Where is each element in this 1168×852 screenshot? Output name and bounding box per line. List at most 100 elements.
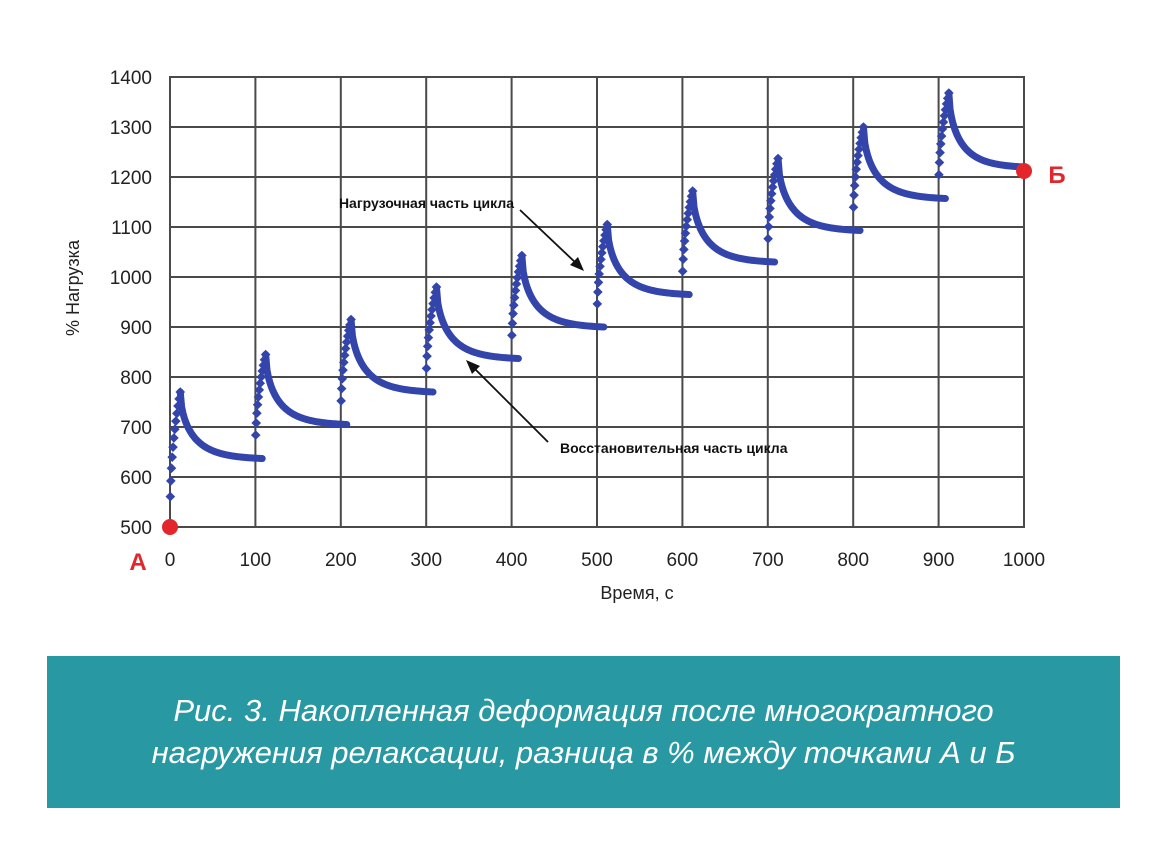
loading-point xyxy=(934,169,944,180)
loading-point xyxy=(340,343,351,354)
loading-point xyxy=(935,139,946,149)
loading-point xyxy=(763,233,773,244)
relaxation-curve xyxy=(432,283,522,362)
loading-point xyxy=(592,299,603,309)
loading-point xyxy=(511,279,522,289)
x-tick-label: 300 xyxy=(410,550,442,571)
y-tick-label: 800 xyxy=(120,368,152,389)
x-tick-label: 800 xyxy=(837,550,869,571)
loading-point xyxy=(167,452,178,462)
loading-point xyxy=(594,269,605,279)
caption-line-1: Рис. 3. Накопленная деформация после мно… xyxy=(173,693,994,728)
loading-point xyxy=(593,277,604,288)
loading-point xyxy=(166,463,177,474)
loading-point xyxy=(935,147,945,158)
loading-point xyxy=(507,330,517,341)
loading-point xyxy=(679,236,690,246)
loading-point xyxy=(336,396,346,406)
loading-point xyxy=(849,190,859,200)
loading-point xyxy=(423,332,434,343)
loading-point xyxy=(679,244,689,255)
loading-point xyxy=(338,365,348,375)
y-tick-label: 1300 xyxy=(110,118,152,139)
loading-point xyxy=(421,363,432,374)
x-tick-label: 900 xyxy=(923,550,955,571)
loading-point xyxy=(510,285,521,296)
loading-point xyxy=(763,221,774,232)
loading-point xyxy=(509,292,520,303)
loading-point xyxy=(766,195,776,206)
loading-point xyxy=(854,144,864,155)
relaxation-curve xyxy=(945,89,1028,171)
relaxation-curve xyxy=(262,351,351,428)
data-series xyxy=(165,88,1028,502)
annotation-arrowhead-recovery xyxy=(466,360,480,374)
loading-point xyxy=(336,383,347,394)
loading-point xyxy=(852,157,862,168)
loading-point xyxy=(939,110,950,121)
figure-caption: Рис. 3. Накопленная деформация после мно… xyxy=(84,690,1084,774)
relaxation-curve xyxy=(859,123,949,202)
figure-caption-box: Рис. 3. Накопленная деформация после мно… xyxy=(47,656,1120,808)
loading-point xyxy=(849,180,860,191)
loading-point xyxy=(677,266,688,277)
loading-point xyxy=(422,341,433,352)
y-tick-label: 600 xyxy=(120,468,152,489)
loading-point xyxy=(424,325,435,335)
y-tick-label: 500 xyxy=(120,518,152,539)
loading-point xyxy=(767,182,778,192)
annotation-arrow-load xyxy=(519,209,579,266)
loading-point xyxy=(593,287,603,297)
loading-point xyxy=(680,228,691,239)
relaxation-curve xyxy=(689,187,779,266)
loading-point xyxy=(508,308,518,319)
x-tick-label: 0 xyxy=(165,550,176,571)
y-tick-labels: 500 600 700 800 900 1000 1100 1200 1300 1400 xyxy=(110,68,152,539)
loading-point xyxy=(598,241,608,252)
chart: 500 600 700 800 900 1000 1100 1200 1300 1400 0 100… xyxy=(63,68,1066,603)
x-tick-label: 700 xyxy=(752,550,784,571)
x-tick-label: 600 xyxy=(667,550,699,571)
loading-point xyxy=(850,172,861,182)
caption-line-2: нагружения релаксации, разница в % между… xyxy=(151,735,1016,770)
loading-point xyxy=(683,208,694,219)
x-tick-label: 100 xyxy=(240,550,272,571)
loading-point xyxy=(252,408,262,419)
loading-point xyxy=(508,300,519,311)
markers: А Б xyxy=(129,162,1065,576)
relaxation-curve xyxy=(347,316,437,396)
loading-point xyxy=(170,424,180,435)
y-axis-title: % Нагрузка xyxy=(63,239,83,336)
loading-point xyxy=(768,176,779,186)
grid xyxy=(169,76,1025,528)
y-tick-label: 900 xyxy=(120,318,152,339)
x-tick-label: 200 xyxy=(325,550,357,571)
loading-point xyxy=(682,214,693,225)
loading-point xyxy=(678,254,689,264)
y-tick-label: 1000 xyxy=(110,268,152,289)
loading-point xyxy=(765,203,775,214)
annotations: Нагрузочная часть цикла Восстановительна… xyxy=(339,195,788,456)
annotation-arrowhead-load xyxy=(570,257,584,271)
marker-a-dot xyxy=(162,519,178,535)
loading-point xyxy=(168,442,178,452)
loading-point xyxy=(597,248,607,258)
loading-point xyxy=(165,491,176,502)
y-tick-label: 1100 xyxy=(111,218,152,239)
x-tick-labels: 0 100 200 300 400 500 600 700 800 900 1000 xyxy=(165,550,1045,571)
annotation-recovery: Восстановительная часть цикла xyxy=(560,440,788,456)
y-tick-label: 1200 xyxy=(110,168,152,189)
loading-point xyxy=(936,131,947,141)
loading-point xyxy=(596,254,606,265)
marker-a-label: А xyxy=(129,549,146,576)
marker-b-label: Б xyxy=(1048,162,1065,189)
relaxation-curve xyxy=(603,221,693,298)
x-tick-label: 500 xyxy=(581,550,613,571)
marker-b-dot xyxy=(1016,163,1032,179)
x-tick-label: 400 xyxy=(496,550,528,571)
loading-point xyxy=(851,164,862,175)
loading-point xyxy=(171,416,181,426)
annotation-arrow-recovery xyxy=(471,365,549,443)
relaxation-curve xyxy=(774,155,864,234)
loading-point xyxy=(426,311,436,321)
